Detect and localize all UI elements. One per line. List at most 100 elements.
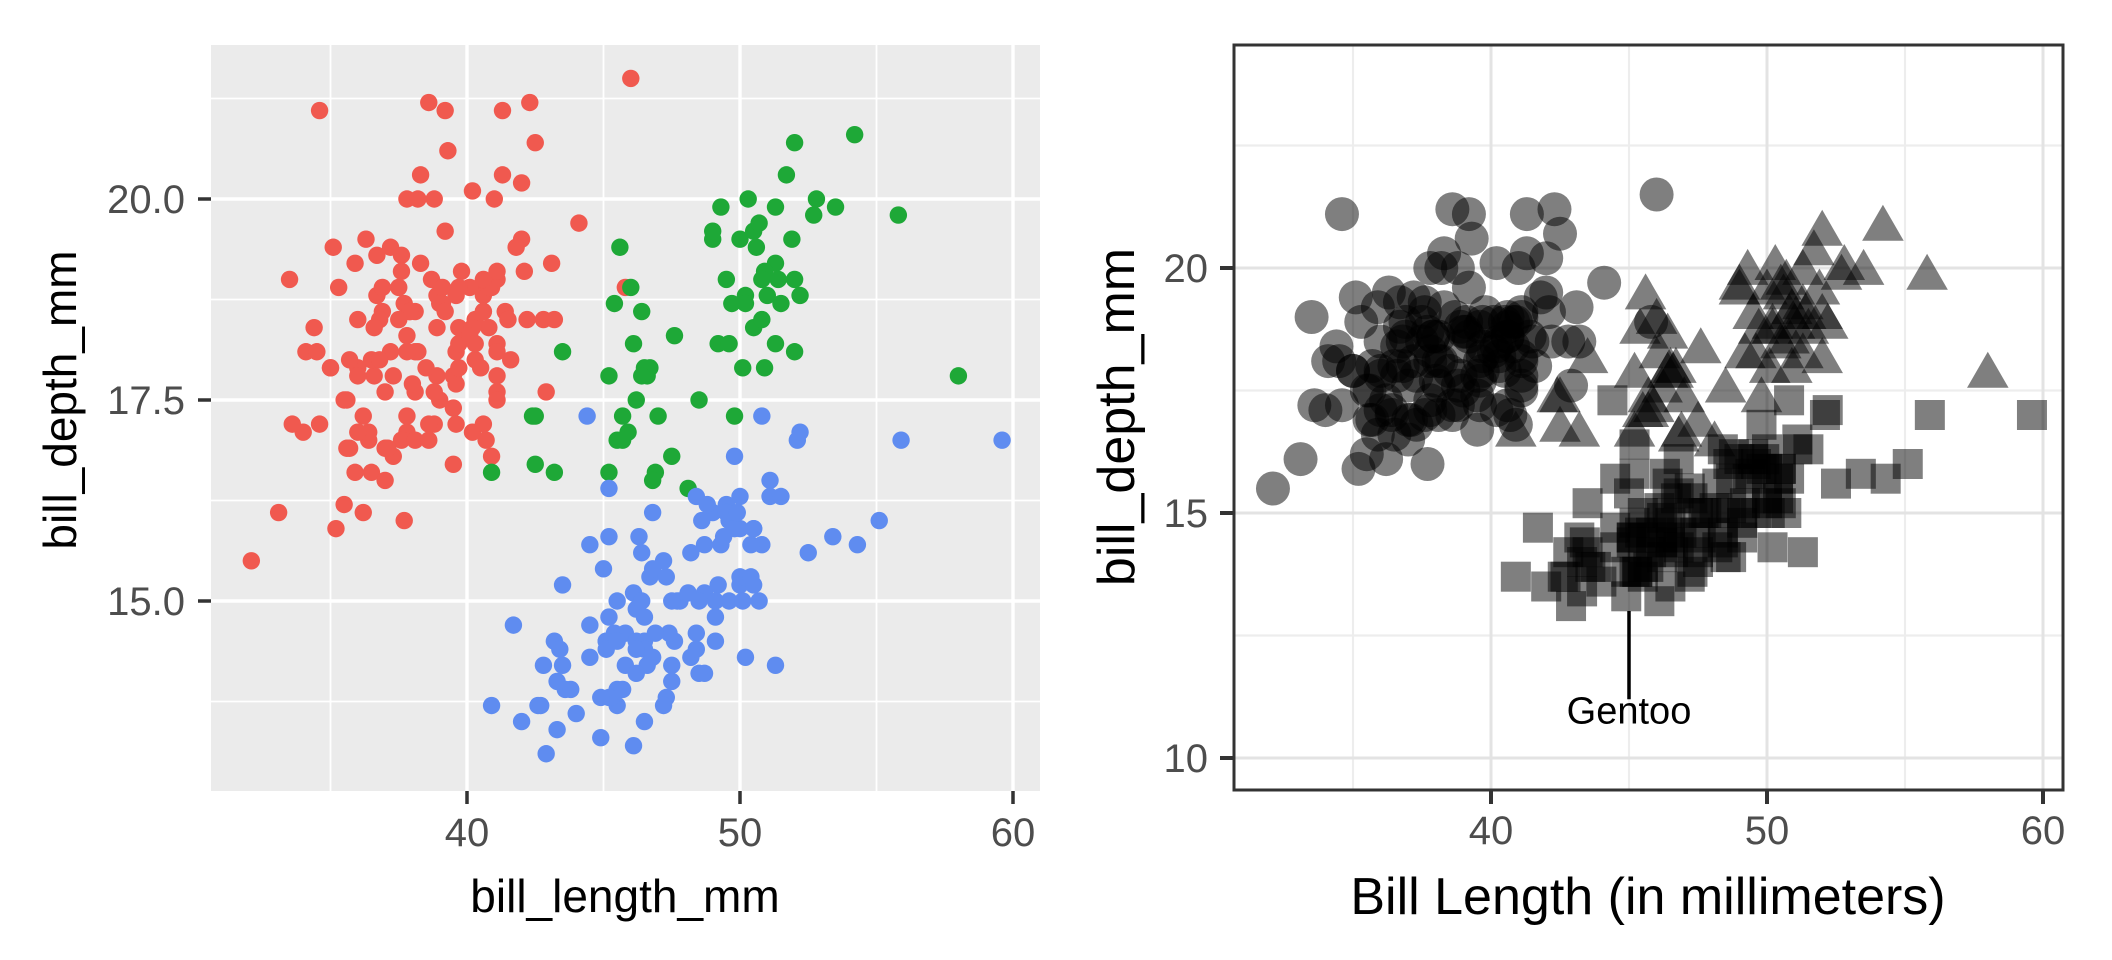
data-point-adelie bbox=[283, 415, 301, 433]
annotation-label: Gentoo bbox=[1567, 691, 1692, 733]
data-point-adelie bbox=[349, 367, 367, 385]
data-point-gentoo bbox=[581, 536, 599, 554]
data-point-gentoo bbox=[1707, 527, 1738, 558]
data-point-adelie bbox=[488, 391, 506, 409]
data-point-adelie bbox=[474, 415, 493, 433]
data-point-gentoo bbox=[654, 552, 673, 570]
data-point-adelie bbox=[1515, 324, 1550, 359]
data-point-gentoo bbox=[1746, 409, 1777, 440]
data-point-chinstrap bbox=[613, 431, 632, 449]
data-point-adelie bbox=[420, 93, 438, 112]
data-point-adelie bbox=[310, 415, 329, 433]
data-point-gentoo bbox=[654, 696, 673, 715]
data-point-chinstrap bbox=[690, 391, 708, 409]
data-point-adelie bbox=[1427, 236, 1462, 271]
data-point-adelie bbox=[1369, 442, 1404, 477]
data-point-chinstrap bbox=[526, 455, 544, 474]
data-point-gentoo bbox=[627, 664, 645, 683]
x-tick-label: 60 bbox=[2021, 809, 2066, 853]
data-point-gentoo bbox=[592, 688, 610, 707]
data-point-gentoo bbox=[592, 728, 610, 747]
data-point-gentoo bbox=[993, 431, 1011, 449]
data-point-adelie bbox=[398, 407, 416, 425]
data-point-gentoo bbox=[690, 664, 708, 683]
data-point-gentoo bbox=[720, 592, 738, 610]
data-point-adelie bbox=[349, 310, 367, 329]
data-point-adelie bbox=[1449, 304, 1484, 339]
data-point-adelie bbox=[425, 383, 443, 401]
data-point-gentoo bbox=[2016, 400, 2047, 430]
data-point-gentoo bbox=[663, 672, 681, 691]
data-point-chinstrap bbox=[1627, 391, 1670, 427]
data-point-gentoo bbox=[791, 423, 809, 441]
data-point-adelie bbox=[280, 270, 299, 289]
data-point-adelie bbox=[480, 318, 498, 337]
x-tick-label: 50 bbox=[718, 811, 763, 855]
data-point-gentoo bbox=[553, 576, 572, 594]
data-point-gentoo bbox=[725, 519, 744, 538]
data-point-chinstrap bbox=[785, 270, 804, 289]
data-point-adelie bbox=[1587, 265, 1622, 300]
data-point-gentoo bbox=[663, 592, 681, 610]
data-point-adelie bbox=[329, 278, 348, 297]
series-gentoo bbox=[482, 407, 1011, 763]
panel-border bbox=[1232, 43, 2065, 792]
data-point-gentoo bbox=[663, 656, 681, 675]
data-point-adelie bbox=[526, 134, 544, 152]
data-point-chinstrap bbox=[772, 294, 790, 313]
data-point-adelie bbox=[1639, 177, 1674, 212]
data-point-adelie bbox=[518, 310, 536, 329]
data-point-chinstrap bbox=[624, 335, 643, 353]
data-point-gentoo bbox=[1718, 439, 1749, 470]
data-point-adelie bbox=[436, 222, 454, 240]
data-point-adelie bbox=[1537, 192, 1572, 227]
data-point-adelie bbox=[308, 343, 326, 361]
data-point-adelie bbox=[474, 302, 493, 321]
x-tick-label: 40 bbox=[1469, 809, 1514, 853]
annotation: Gentoo bbox=[1567, 611, 1692, 733]
data-point-chinstrap bbox=[1967, 351, 2009, 388]
data-point-adelie bbox=[346, 254, 364, 273]
data-point-chinstrap bbox=[769, 270, 787, 289]
data-point-chinstrap bbox=[1679, 327, 1722, 364]
data-point-gentoo bbox=[1663, 532, 1694, 563]
data-point-chinstrap bbox=[482, 463, 501, 482]
y-tick-label: 10 bbox=[1164, 737, 1209, 781]
data-point-chinstrap bbox=[750, 214, 768, 232]
data-point-gentoo bbox=[693, 511, 711, 530]
data-point-adelie bbox=[433, 278, 452, 297]
data-point-chinstrap bbox=[1566, 337, 1609, 374]
data-point-adelie bbox=[1338, 280, 1373, 315]
data-point-adelie bbox=[406, 431, 424, 449]
data-point-gentoo bbox=[1611, 556, 1642, 587]
data-point-adelie bbox=[1418, 363, 1453, 398]
data-point-gentoo bbox=[750, 592, 768, 610]
data-point-gentoo bbox=[534, 656, 553, 675]
data-point-gentoo bbox=[706, 608, 725, 626]
data-point-gentoo bbox=[1757, 532, 1788, 563]
data-point-adelie bbox=[488, 343, 506, 361]
data-point-chinstrap bbox=[1765, 258, 1808, 295]
data-point-gentoo bbox=[512, 712, 531, 731]
data-point-gentoo bbox=[1787, 537, 1818, 568]
data-point-chinstrap bbox=[1806, 302, 1849, 339]
data-point-gentoo bbox=[1793, 434, 1824, 465]
data-point-adelie bbox=[463, 182, 482, 200]
data-point-chinstrap bbox=[739, 190, 757, 208]
data-point-adelie bbox=[436, 302, 454, 321]
data-point-adelie bbox=[512, 174, 531, 192]
data-point-adelie bbox=[395, 511, 413, 530]
data-point-adelie bbox=[354, 407, 372, 425]
data-point-chinstrap bbox=[785, 134, 804, 152]
data-point-gentoo bbox=[824, 527, 842, 546]
left-y-axis-title: bill_depth_mm bbox=[34, 250, 86, 549]
data-point-adelie bbox=[488, 367, 506, 385]
data-point-gentoo bbox=[753, 407, 771, 425]
data-point-chinstrap bbox=[777, 166, 796, 184]
data-point-adelie bbox=[1479, 246, 1514, 281]
data-point-gentoo bbox=[548, 720, 566, 739]
data-point-gentoo bbox=[581, 616, 599, 634]
data-point-adelie bbox=[570, 214, 588, 232]
series-chinstrap bbox=[1495, 204, 2009, 457]
data-point-adelie bbox=[403, 375, 422, 393]
